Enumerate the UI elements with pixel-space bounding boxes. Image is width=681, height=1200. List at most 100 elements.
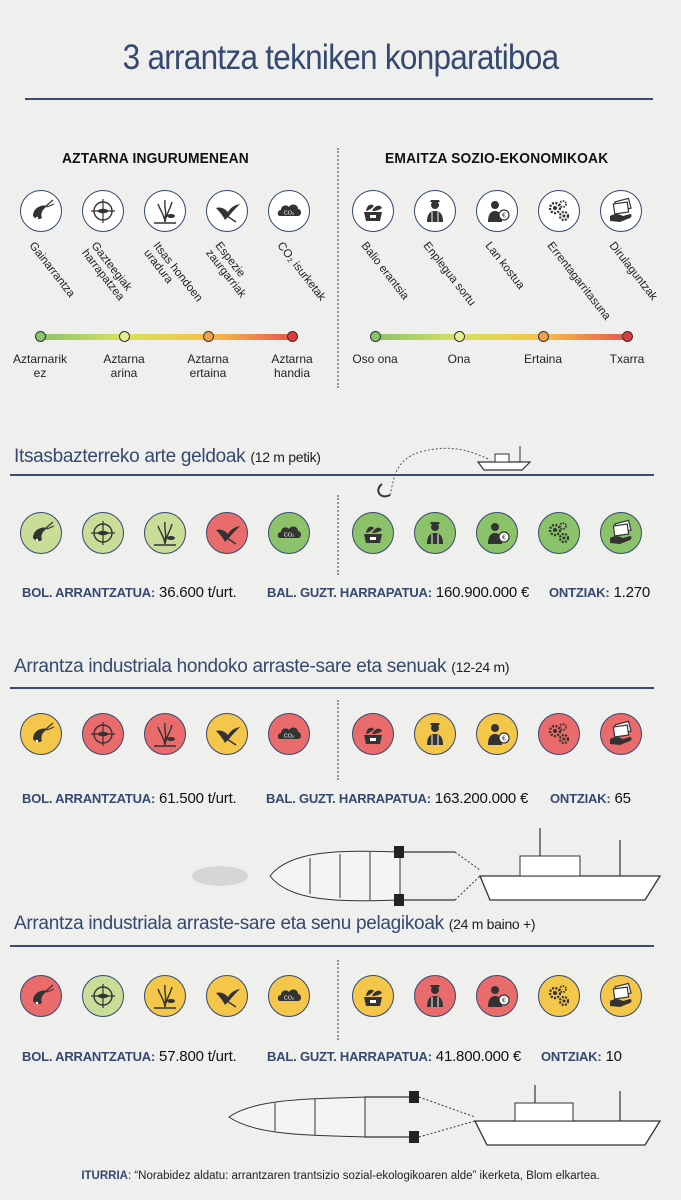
co2-cloud-icon: CO₂ [277, 526, 301, 539]
env-column-header: AZTARNA INGURUMENEAN [62, 150, 249, 167]
section-3-rule [10, 945, 654, 947]
fish-crate-icon-s1-socio [352, 512, 394, 554]
target-icon-legend [82, 190, 124, 232]
source-note: ITURRIA: “Norabidez aldatu: arrantzaren … [0, 1170, 681, 1182]
fish-crate-icon-s2-socio [352, 713, 394, 755]
seabed-plant-icon [154, 984, 176, 1009]
shrimp-icon [33, 984, 55, 1005]
target-icon [91, 199, 115, 223]
env-scale-knob-3 [203, 330, 214, 342]
shrimp-icon [33, 722, 55, 743]
worker-euro-icon: € [488, 523, 510, 544]
section-1-divider [337, 495, 339, 575]
co2-cloud-icon: CO₂ [277, 204, 301, 217]
boats-value: 10 [605, 1048, 622, 1065]
catch-label: BOL. ARRANTZATUA: [22, 585, 156, 600]
env-label-4: Espezie zaurgarriak [203, 240, 248, 301]
fish-crate-icon [364, 204, 382, 221]
worker-icon [427, 200, 443, 222]
env-scale-knob-1 [35, 330, 46, 342]
gears-icon-legend [538, 190, 580, 232]
svg-text:€: € [502, 213, 506, 220]
section-2-rule [10, 687, 654, 689]
section-3-title: Arrantza industriala arraste-sare eta se… [14, 913, 536, 935]
fish-crate-icon [364, 989, 382, 1006]
shrimp-icon [33, 199, 55, 220]
env-scale-knob-4 [287, 330, 298, 342]
env-label-3: Itsas hondoen uradura [141, 240, 205, 305]
gears-icon-s1-socio [538, 512, 580, 554]
seabed-plant-icon-legend [144, 190, 186, 232]
gears-icon-s2-socio [538, 713, 580, 755]
value-label: BAL. GUZT. HARRAPATUA: [267, 585, 432, 600]
section-1-catch-stat: BOL. ARRANTZATUA: 36.600 t/urt. [22, 584, 237, 601]
catch-value: 36.600 t/urt. [159, 584, 237, 601]
socio-scale-label-3: Ertaina [523, 352, 563, 366]
section-2-name: Arrantza industriala hondoko arraste-sar… [14, 656, 447, 677]
source-text: : “Norabidez aldatu: arrantzaren trantsi… [127, 1170, 600, 1182]
value-label: BAL. GUZT. HARRAPATUA: [267, 1049, 432, 1064]
catch-value: 61.500 t/urt. [159, 790, 237, 807]
target-icon [91, 521, 115, 545]
target-icon-s1-env [82, 512, 124, 554]
value-label: BAL. GUZT. HARRAPATUA: [266, 791, 431, 806]
co2-cloud-icon-legend: CO₂ [268, 190, 310, 232]
pelagic-trawl-illustration [228, 1085, 662, 1146]
seabed-plant-icon [154, 199, 176, 224]
gears-icon [548, 985, 570, 1007]
section-2-boats-stat: ONTZIAK: 65 [550, 790, 631, 807]
co2-cloud-icon-s1-env: CO₂ [268, 512, 310, 554]
co2-cloud-icon: CO₂ [277, 727, 301, 740]
section-3-value-stat: BAL. GUZT. HARRAPATUA: 41.800.000 € [267, 1048, 521, 1065]
section-1-name: Itsasbazterreko arte geldoak [14, 446, 246, 467]
worker-euro-icon: € [488, 201, 510, 222]
subsidy-hand-icon [610, 519, 632, 544]
socio-scale-label-1: Oso ona [352, 352, 398, 366]
svg-text:CO₂: CO₂ [284, 211, 294, 217]
bird-icon-s1-env [206, 512, 248, 554]
target-icon [91, 722, 115, 746]
hook-and-boat-illustration [377, 446, 532, 498]
section-3-name: Arrantza industriala arraste-sare eta se… [14, 913, 444, 934]
socio-scale-label-4: Txarra [609, 352, 645, 366]
shrimp-icon-s1-env [20, 512, 62, 554]
page-title: 3 arrantza tekniken konparatiboa [122, 38, 559, 77]
socio-scale-knob-2 [454, 330, 465, 342]
worker-icon-legend [414, 190, 456, 232]
svg-text:€: € [502, 736, 506, 743]
seabed-plant-icon-s3-env [144, 975, 186, 1017]
gears-icon-s3-socio [538, 975, 580, 1017]
worker-euro-icon-s1-socio: € [476, 512, 518, 554]
gears-icon [548, 723, 570, 745]
env-scale-label-2: Aztarna arina [103, 352, 145, 380]
fish-crate-icon [364, 526, 382, 543]
svg-text:€: € [502, 998, 506, 1005]
worker-euro-icon-s2-socio: € [476, 713, 518, 755]
target-icon-s3-env [82, 975, 124, 1017]
env-scale-knob-2 [119, 330, 130, 342]
bird-icon-legend [206, 190, 248, 232]
value-value: 163.200.000 € [434, 790, 529, 807]
bird-icon [216, 989, 240, 1008]
shrimp-icon-s2-env [20, 713, 62, 755]
socio-scale-knob-1 [370, 330, 381, 342]
target-icon [91, 984, 115, 1008]
bird-icon-s3-env [206, 975, 248, 1017]
socio-scale-label-2: Ona [447, 352, 471, 366]
boats-value: 65 [614, 790, 631, 807]
catch-value: 57.800 t/urt. [159, 1048, 237, 1065]
socio-scale-bar [375, 334, 627, 340]
shrimp-icon-s3-env [20, 975, 62, 1017]
section-3-divider [337, 960, 339, 1040]
section-2-catch-stat: BOL. ARRANTZATUA: 61.500 t/urt. [22, 790, 237, 807]
section-3-size: (24 m baino +) [448, 916, 536, 932]
section-3-boats-stat: ONTZIAK: 10 [541, 1048, 622, 1065]
worker-euro-icon: € [488, 724, 510, 745]
seabed-plant-icon-s2-env [144, 713, 186, 755]
svg-text:CO₂: CO₂ [284, 996, 294, 1002]
subsidy-hand-icon [610, 197, 632, 222]
bird-icon-s2-env [206, 713, 248, 755]
fish-crate-icon [364, 727, 382, 744]
socio-column-header: EMAITZA SOZIO-EKONOMIKOAK [385, 150, 609, 167]
section-2-value-stat: BAL. GUZT. HARRAPATUA: 163.200.000 € [266, 790, 528, 807]
